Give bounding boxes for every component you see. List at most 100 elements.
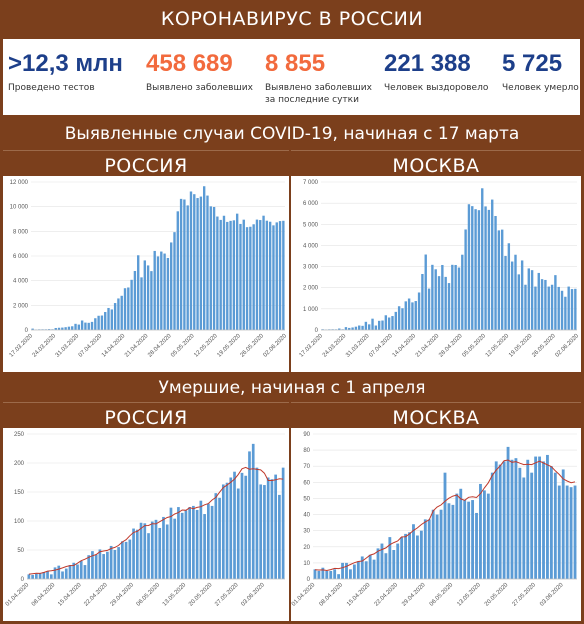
bar (150, 271, 153, 330)
bar (61, 327, 64, 330)
bar (79, 561, 83, 579)
bar (349, 569, 352, 579)
bar (64, 327, 67, 330)
bar (120, 295, 123, 330)
x-tick-label: 01.04.2020 (5, 582, 31, 608)
x-tick-label: 27.05.2020 (512, 582, 538, 608)
bar (130, 279, 133, 330)
bar (401, 308, 404, 330)
x-tick-label: 06.05.2020 (429, 582, 455, 608)
x-tick-label: 08.04.2020 (318, 582, 344, 608)
bar (240, 472, 244, 579)
bar (490, 472, 494, 579)
bar (394, 311, 398, 330)
bar (538, 456, 541, 579)
bar (272, 225, 275, 330)
chart-deaths-moscow: 0 10 20 30 40 50 60 70 80 90 01.04.2020 08.04.2020 1… (291, 428, 581, 621)
bar (71, 326, 74, 330)
bar (229, 220, 232, 330)
y-tick-label: 8 000 (13, 229, 29, 235)
bar (443, 472, 447, 579)
bar (380, 543, 384, 579)
bar (233, 471, 236, 579)
bar (441, 264, 444, 330)
bar (360, 556, 364, 579)
bar (364, 561, 368, 579)
y-tick-label: 100 (14, 519, 25, 525)
bar (368, 324, 371, 330)
bar (132, 528, 135, 579)
bar (31, 328, 34, 330)
x-tick-label: 12.05.2020 (485, 333, 511, 359)
bar (252, 224, 255, 330)
stat-recovered: 221 388 Человек выздоровело (384, 50, 488, 94)
bar (374, 325, 378, 330)
bar (520, 260, 524, 330)
bar (262, 215, 265, 330)
stat-label: Выявлено заболевших за последние сутки (265, 83, 372, 105)
bar (140, 277, 143, 330)
bar (329, 570, 333, 579)
bar (87, 322, 90, 330)
bar (216, 216, 219, 330)
bar (91, 551, 94, 579)
bar (46, 571, 49, 579)
y-tick-label: 20 (303, 545, 310, 551)
bar (179, 198, 183, 330)
bar (248, 451, 251, 579)
x-tick-label: 05.05.2020 (462, 333, 488, 359)
x-tick-label: 08.04.2020 (31, 582, 57, 608)
y-tick-label: 5 000 (303, 222, 319, 228)
bar (209, 206, 212, 330)
bar (274, 474, 277, 579)
bar (384, 553, 388, 579)
bar (53, 567, 57, 579)
bar (64, 568, 68, 579)
bar (219, 219, 222, 330)
stat-label: Проведено тестов (8, 83, 95, 93)
bar (266, 477, 270, 579)
bar (358, 325, 361, 330)
bar (35, 573, 38, 579)
x-tick-label: 15.04.2020 (57, 582, 83, 608)
bar (497, 230, 501, 330)
bar (117, 547, 120, 579)
stat-detected: 458 689 Выявлено заболевших (146, 50, 253, 94)
bar (158, 527, 162, 579)
y-tick-label: 12 000 (10, 180, 29, 186)
bar (207, 503, 210, 579)
bar (54, 327, 57, 330)
bar (477, 210, 481, 330)
bar (265, 220, 269, 330)
bar (547, 286, 550, 330)
bar (522, 477, 526, 579)
y-tick-label: 70 (303, 464, 310, 470)
y-tick-label: 0 (307, 577, 311, 583)
bar (90, 321, 94, 330)
x-tick-label: 20.05.2020 (188, 582, 214, 608)
bar (467, 204, 471, 330)
bar (345, 562, 348, 579)
bar (506, 446, 510, 579)
bar (278, 494, 281, 579)
bar (474, 209, 477, 330)
y-tick-label: 90 (303, 432, 310, 438)
bar (435, 514, 439, 579)
bar (189, 191, 193, 330)
bar (110, 309, 114, 330)
bar (530, 472, 534, 579)
bar (72, 562, 76, 579)
x-tick-label: 20.05.2020 (484, 582, 510, 608)
x-tick-label: 26.05.2020 (531, 333, 557, 359)
bar (439, 509, 443, 579)
bar (180, 512, 184, 579)
bar (68, 565, 72, 579)
bar (176, 211, 179, 330)
bar (504, 255, 507, 330)
bar (206, 195, 209, 330)
bar (510, 459, 514, 579)
bar (67, 326, 71, 330)
bar (150, 521, 154, 579)
bar (570, 289, 574, 330)
bar (117, 298, 120, 330)
